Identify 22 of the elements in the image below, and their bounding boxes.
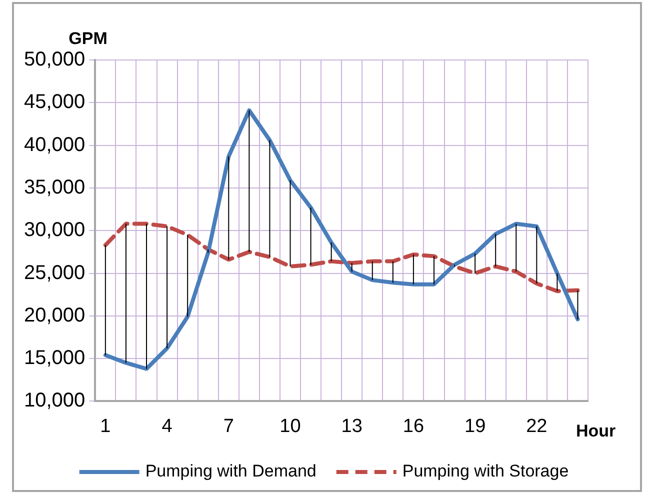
x-tick-label: 7 [223,416,234,437]
line-series [103,222,580,294]
legend-label: Pumping with Storage [402,462,569,481]
y-tick-label: 25,000 [24,262,86,284]
y-tick-label: 45,000 [24,91,86,114]
y-tick-label: 30,000 [24,219,86,242]
x-tick-label: 4 [162,416,173,437]
x-tick-label: 13 [341,416,362,437]
x-tick-label: 16 [402,416,424,437]
y-tick-label: 50,000 [24,48,86,71]
y-tick-label: 35,000 [24,176,86,198]
y-tick-label: 10,000 [24,390,86,412]
y-tick-label: 40,000 [24,134,86,156]
x-axis-title: Hour [576,421,616,440]
y-axis-title: GPM [68,29,108,48]
legend-label: Pumping with Demand [145,462,316,481]
y-tick-label: 15,000 [24,347,86,370]
x-tick-label: 1 [100,416,111,437]
x-tick-label: 10 [280,416,301,437]
x-tick-label: 19 [464,416,486,437]
x-tick-label: 22 [526,416,548,437]
y-tick-label: 20,000 [24,304,86,326]
